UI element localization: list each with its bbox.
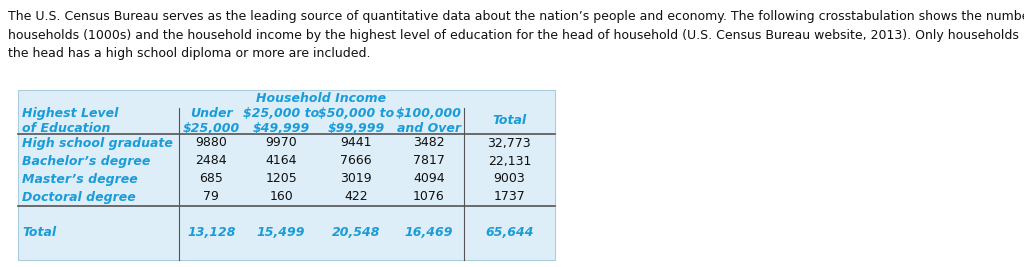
Text: Doctoral degree: Doctoral degree — [22, 190, 136, 203]
Text: 3482: 3482 — [413, 136, 444, 150]
Text: 685: 685 — [200, 172, 223, 186]
Text: $50,000 to
$99,999: $50,000 to $99,999 — [318, 107, 394, 135]
Text: Total: Total — [22, 226, 56, 239]
Text: 4164: 4164 — [265, 155, 297, 167]
Text: $25,000 to
$49,999: $25,000 to $49,999 — [243, 107, 319, 135]
Text: 4094: 4094 — [413, 172, 444, 186]
Text: households (1000s) and the household income by the highest level of education fo: households (1000s) and the household inc… — [8, 29, 1024, 41]
Text: 20,548: 20,548 — [332, 226, 381, 239]
Text: 7666: 7666 — [341, 155, 372, 167]
Bar — [18, 90, 555, 260]
Text: 9441: 9441 — [341, 136, 372, 150]
Text: 65,644: 65,644 — [485, 226, 534, 239]
Text: Highest Level
of Education: Highest Level of Education — [22, 107, 119, 135]
Text: $100,000
and Over: $100,000 and Over — [396, 107, 462, 135]
Text: 13,128: 13,128 — [187, 226, 236, 239]
Text: Master’s degree: Master’s degree — [22, 172, 138, 186]
Text: Under
$25,000: Under $25,000 — [182, 107, 240, 135]
Text: 16,469: 16,469 — [404, 226, 453, 239]
Text: 32,773: 32,773 — [487, 136, 531, 150]
Text: Total: Total — [493, 115, 526, 128]
Text: 9880: 9880 — [196, 136, 227, 150]
Text: 79: 79 — [204, 190, 219, 203]
Text: 1205: 1205 — [265, 172, 297, 186]
Text: the head has a high school diploma or more are included.: the head has a high school diploma or mo… — [8, 47, 371, 60]
Text: Household Income: Household Income — [256, 92, 386, 105]
Text: 9003: 9003 — [494, 172, 525, 186]
Text: 15,499: 15,499 — [257, 226, 305, 239]
Text: 1737: 1737 — [494, 190, 525, 203]
Text: The U.S. Census Bureau serves as the leading source of quantitative data about t: The U.S. Census Bureau serves as the lea… — [8, 10, 1024, 23]
Text: 9970: 9970 — [265, 136, 297, 150]
Text: Bachelor’s degree: Bachelor’s degree — [22, 155, 151, 167]
Text: 160: 160 — [269, 190, 293, 203]
Text: 22,131: 22,131 — [487, 155, 531, 167]
Text: High school graduate: High school graduate — [22, 136, 173, 150]
Text: 2484: 2484 — [196, 155, 227, 167]
Text: 1076: 1076 — [413, 190, 444, 203]
Text: 422: 422 — [344, 190, 368, 203]
Text: 7817: 7817 — [413, 155, 444, 167]
Text: 3019: 3019 — [341, 172, 372, 186]
